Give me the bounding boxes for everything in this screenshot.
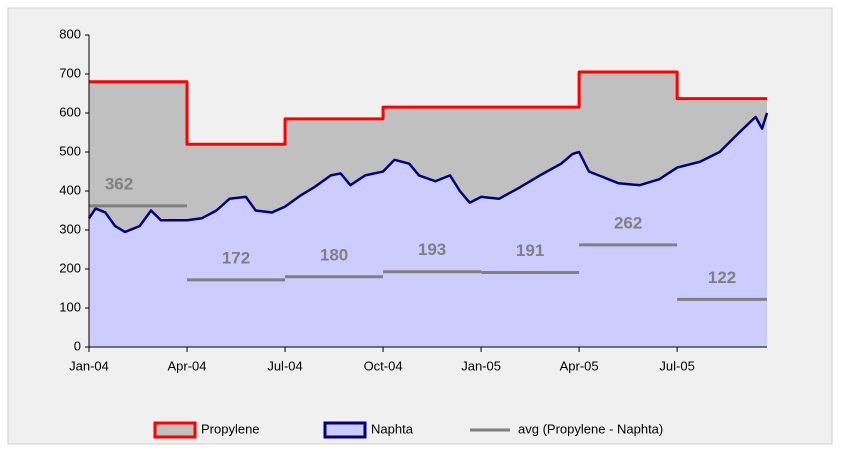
y-tick-label: 200	[59, 260, 81, 275]
x-tick-label: Oct-04	[364, 358, 403, 373]
y-tick-label: 300	[59, 221, 81, 236]
y-tick-label: 700	[59, 65, 81, 80]
x-tick-label: Jan-04	[69, 358, 109, 373]
avg-label: 172	[222, 248, 250, 267]
x-tick-label: Apr-05	[560, 358, 599, 373]
avg-label: 262	[614, 213, 642, 232]
x-tick-label: Jul-05	[659, 358, 694, 373]
avg-label: 180	[320, 245, 348, 264]
legend-label: Naphta	[371, 421, 414, 436]
y-tick-label: 500	[59, 143, 81, 158]
legend-label: avg (Propylene - Naphta)	[518, 421, 663, 436]
legend-swatch	[153, 421, 197, 439]
x-tick-label: Jul-04	[267, 358, 302, 373]
avg-label: 191	[516, 241, 544, 260]
legend-label: Propylene	[201, 421, 260, 436]
y-tick-label: 400	[59, 182, 81, 197]
y-tick-label: 0	[74, 338, 81, 353]
line	[89, 70, 767, 146]
avg-label: 362	[105, 174, 133, 193]
x-tick-label: Apr-04	[168, 358, 207, 373]
plot: 362 172 180 193 191 262 122 0 100 200 300 400 500 600…	[59, 26, 769, 373]
legend-swatch	[323, 421, 367, 439]
line	[87, 112, 769, 234]
y-tick-label: 800	[59, 26, 81, 41]
avg-label: 193	[418, 240, 446, 259]
area-fill	[89, 113, 767, 347]
y-tick-label: 100	[59, 299, 81, 314]
y-tick-label: 600	[59, 104, 81, 119]
legend: Propylene Naphta avg (Propylene - Naphta)	[153, 421, 663, 439]
avg-label: 122	[708, 268, 736, 287]
x-tick-label: Jan-05	[461, 358, 501, 373]
